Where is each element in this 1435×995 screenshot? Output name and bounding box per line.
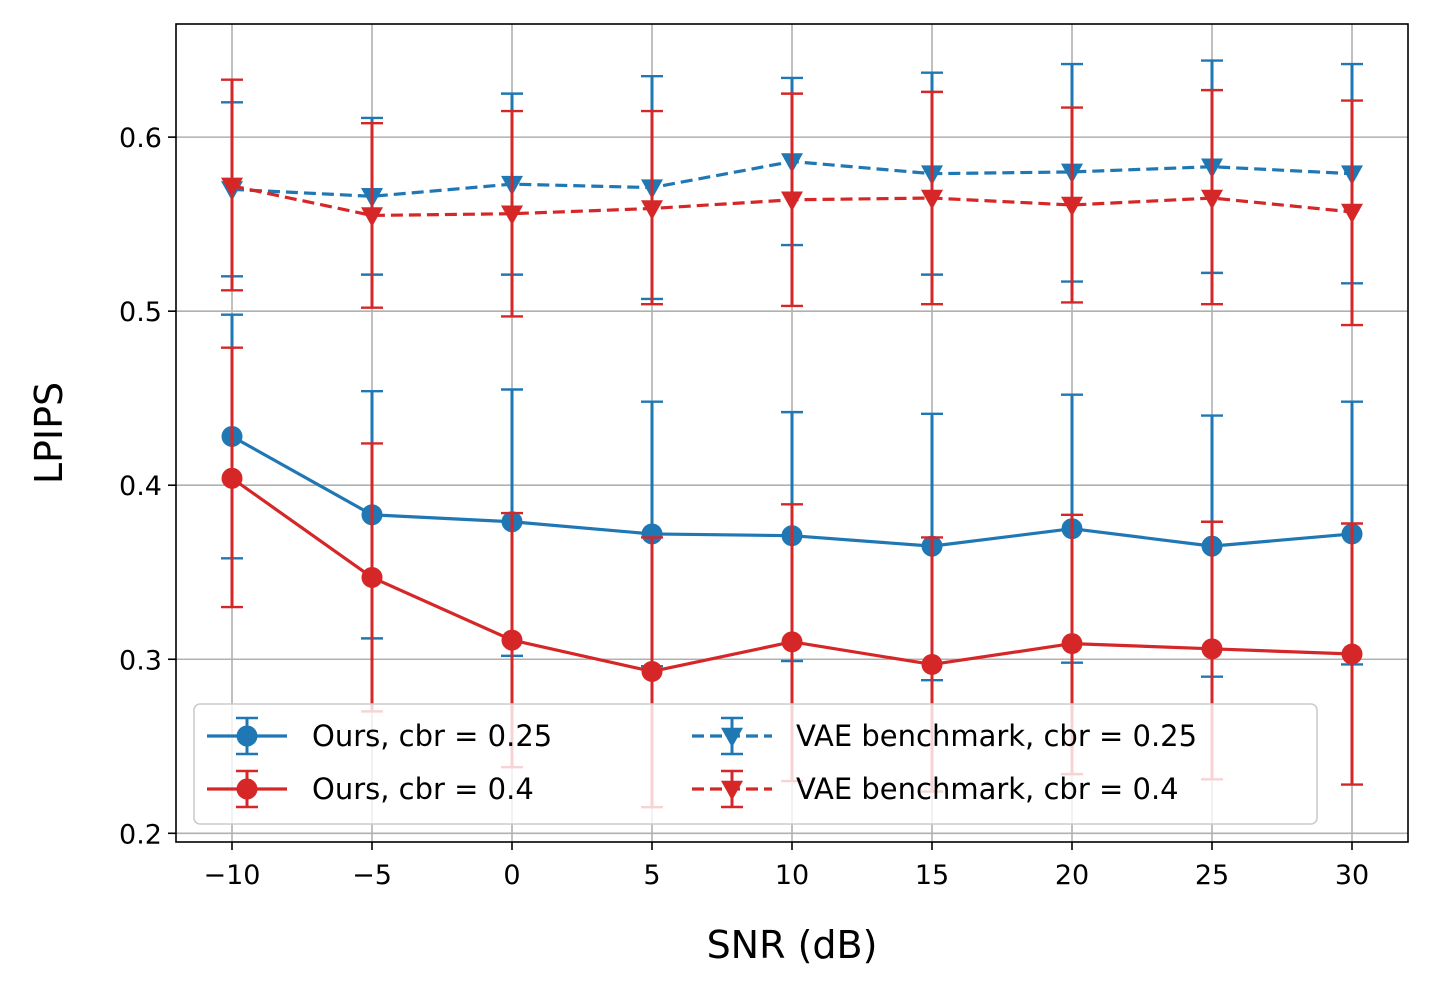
- data-point: [781, 631, 803, 653]
- legend: Ours, cbr = 0.25 Ours, cbr = 0.4 VAE bench…: [193, 703, 1318, 825]
- legend-entry: Ours, cbr = 0.25: [207, 716, 552, 756]
- legend-label: VAE benchmark, cbr = 0.4: [796, 772, 1179, 806]
- series-3: [221, 78, 1363, 327]
- x-tick-label: −5: [352, 860, 392, 891]
- legend-marker: [236, 778, 258, 800]
- data-point: [361, 207, 383, 227]
- x-tick-label: 30: [1335, 860, 1369, 891]
- data-point: [1061, 196, 1083, 217]
- legend-entry: VAE benchmark, cbr = 0.4: [692, 769, 1179, 809]
- legend-label: Ours, cbr = 0.4: [312, 772, 534, 806]
- x-tick-label: 0: [503, 860, 520, 891]
- data-point: [501, 205, 523, 226]
- data-point: [781, 191, 803, 212]
- x-tick-label: 5: [643, 860, 660, 891]
- axis-ticks: −10 −5 0 5 10 15 20 25 30 0.2 0.3 0.4 0.5 0.6: [119, 123, 1369, 891]
- data-point: [501, 629, 523, 651]
- data-point: [641, 200, 663, 221]
- x-axis-label: SNR (dB): [707, 923, 878, 967]
- series-1: [221, 346, 1363, 809]
- data-point: [361, 566, 383, 588]
- y-tick-label: 0.6: [119, 123, 162, 154]
- x-tick-label: 25: [1195, 860, 1229, 891]
- y-axis-label: LPIPS: [27, 382, 71, 484]
- y-tick-label: 0.5: [119, 297, 162, 328]
- series-layer: [221, 59, 1363, 809]
- legend-marker: [721, 780, 743, 801]
- data-point: [921, 189, 943, 210]
- data-point: [641, 523, 663, 545]
- x-tick-label: 20: [1055, 860, 1089, 891]
- legend-label: VAE benchmark, cbr = 0.25: [796, 719, 1197, 753]
- data-point: [1061, 633, 1083, 655]
- data-point: [1201, 189, 1223, 210]
- data-point: [221, 467, 243, 489]
- data-point: [921, 653, 943, 675]
- data-point: [1341, 203, 1363, 224]
- legend-box: [193, 703, 1318, 825]
- data-point: [1341, 643, 1363, 665]
- legend-label: Ours, cbr = 0.25: [312, 719, 552, 753]
- x-tick-label: −10: [204, 860, 261, 891]
- legend-marker: [236, 725, 258, 747]
- data-point: [641, 660, 663, 682]
- data-point: [1201, 638, 1223, 660]
- y-tick-label: 0.4: [119, 471, 162, 502]
- y-tick-label: 0.2: [119, 819, 162, 850]
- x-tick-label: 15: [915, 860, 949, 891]
- data-point: [221, 177, 243, 198]
- legend-entry: VAE benchmark, cbr = 0.25: [692, 716, 1197, 756]
- x-tick-label: 10: [775, 860, 809, 891]
- legend-entry: Ours, cbr = 0.4: [207, 769, 534, 809]
- legend-marker: [721, 727, 743, 748]
- y-tick-label: 0.3: [119, 645, 162, 676]
